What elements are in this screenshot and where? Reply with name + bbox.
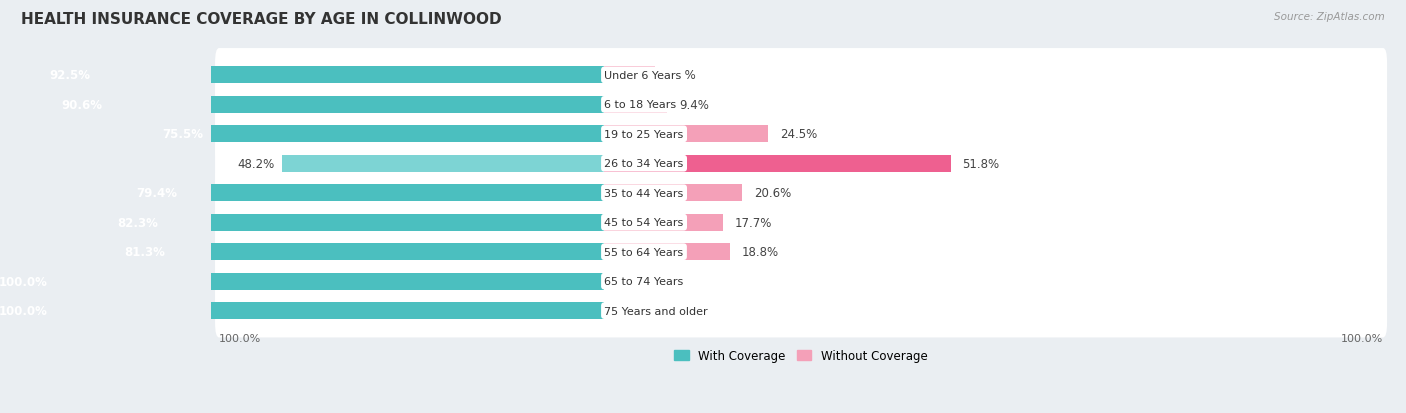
- Bar: [605, 214, 723, 231]
- Bar: [0, 97, 605, 114]
- Text: 48.2%: 48.2%: [238, 157, 274, 171]
- Text: 82.3%: 82.3%: [117, 216, 157, 229]
- FancyBboxPatch shape: [215, 196, 1388, 249]
- Bar: [605, 244, 730, 261]
- Text: 79.4%: 79.4%: [136, 187, 177, 200]
- Bar: [0, 67, 605, 84]
- FancyBboxPatch shape: [215, 255, 1388, 308]
- Legend: With Coverage, Without Coverage: With Coverage, Without Coverage: [669, 344, 932, 367]
- FancyBboxPatch shape: [215, 166, 1388, 220]
- Text: 92.5%: 92.5%: [49, 69, 90, 82]
- Text: 65 to 74 Years: 65 to 74 Years: [605, 276, 683, 287]
- Text: 100.0%: 100.0%: [0, 304, 48, 317]
- Text: 90.6%: 90.6%: [62, 99, 103, 112]
- Text: 35 to 44 Years: 35 to 44 Years: [605, 188, 683, 198]
- Text: 24.5%: 24.5%: [780, 128, 817, 141]
- Bar: [0, 273, 605, 290]
- Text: 6 to 18 Years: 6 to 18 Years: [605, 100, 676, 110]
- Bar: [60, 244, 605, 261]
- Text: 0.0%: 0.0%: [620, 275, 650, 288]
- Text: 51.8%: 51.8%: [963, 157, 1000, 171]
- Text: 17.7%: 17.7%: [734, 216, 772, 229]
- Text: 7.5%: 7.5%: [666, 69, 696, 82]
- Text: 100.0%: 100.0%: [0, 275, 48, 288]
- Text: 55 to 64 Years: 55 to 64 Years: [605, 247, 683, 257]
- Text: 20.6%: 20.6%: [754, 187, 792, 200]
- Text: 100.0%: 100.0%: [219, 333, 262, 343]
- Text: 18.8%: 18.8%: [742, 246, 779, 259]
- Bar: [605, 126, 768, 143]
- Text: 0.0%: 0.0%: [620, 304, 650, 317]
- Text: 9.4%: 9.4%: [679, 99, 709, 112]
- Bar: [605, 97, 668, 114]
- Bar: [73, 185, 605, 202]
- Bar: [55, 214, 605, 231]
- Text: 100.0%: 100.0%: [1341, 333, 1384, 343]
- Text: HEALTH INSURANCE COVERAGE BY AGE IN COLLINWOOD: HEALTH INSURANCE COVERAGE BY AGE IN COLL…: [21, 12, 502, 27]
- Bar: [0, 302, 605, 319]
- Text: 75.5%: 75.5%: [163, 128, 204, 141]
- Bar: [605, 155, 950, 172]
- FancyBboxPatch shape: [215, 284, 1388, 337]
- FancyBboxPatch shape: [215, 78, 1388, 132]
- Text: Under 6 Years: Under 6 Years: [605, 71, 682, 81]
- Bar: [605, 67, 655, 84]
- Bar: [100, 126, 605, 143]
- FancyBboxPatch shape: [215, 108, 1388, 161]
- Text: 26 to 34 Years: 26 to 34 Years: [605, 159, 683, 169]
- Text: Source: ZipAtlas.com: Source: ZipAtlas.com: [1274, 12, 1385, 22]
- Text: 45 to 54 Years: 45 to 54 Years: [605, 218, 683, 228]
- Text: 81.3%: 81.3%: [124, 246, 165, 259]
- Bar: [605, 185, 742, 202]
- FancyBboxPatch shape: [215, 225, 1388, 279]
- FancyBboxPatch shape: [215, 137, 1388, 191]
- FancyBboxPatch shape: [215, 49, 1388, 102]
- Text: 75 Years and older: 75 Years and older: [605, 306, 709, 316]
- Text: 19 to 25 Years: 19 to 25 Years: [605, 130, 683, 140]
- Bar: [283, 155, 605, 172]
